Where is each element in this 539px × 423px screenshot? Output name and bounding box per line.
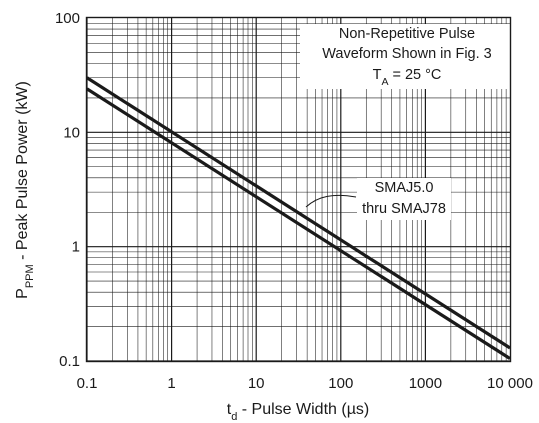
x-tick-label: 1000 — [409, 375, 442, 392]
y-axis-title: PPPM - Peak Pulse Power (kW) — [14, 81, 36, 299]
series-line-1 — [86, 76, 511, 350]
series-label-line1: SMAJ5.0 — [375, 180, 434, 196]
x-tick-label: 100 — [328, 375, 353, 392]
annotation-temperature: TA = 25 °C — [373, 67, 442, 88]
y-tick-label: 100 — [55, 10, 80, 27]
plot-frame — [85, 16, 512, 363]
series-label-leader — [305, 194, 357, 208]
x-tick-label: 10 — [248, 375, 265, 392]
x-tick-label: 1 — [167, 375, 175, 392]
x-axis-title: td - Pulse Width (µs) — [227, 401, 369, 423]
y-tick-label: 0.1 — [59, 353, 80, 370]
y-tick-label: 10 — [63, 124, 80, 141]
annotation-line1: Non-Repetitive Pulse — [339, 26, 475, 42]
series-label: SMAJ5.0 thru SMAJ78 — [305, 178, 451, 220]
series-label-line2: thru SMAJ78 — [362, 201, 446, 217]
tick-labels: 0.1 1 10 100 1000 10 000 0.1 1 10 100 — [55, 10, 533, 392]
y-tick-label: 1 — [72, 239, 80, 256]
annotation-line2: Waveform Shown in Fig. 3 — [322, 46, 492, 62]
series-lines — [86, 76, 511, 360]
series-line-2 — [86, 87, 511, 360]
x-tick-label: 0.1 — [77, 375, 98, 392]
x-tick-label: 10 000 — [487, 375, 533, 392]
test-conditions-annotation: Non-Repetitive Pulse Waveform Shown in F… — [300, 24, 514, 89]
